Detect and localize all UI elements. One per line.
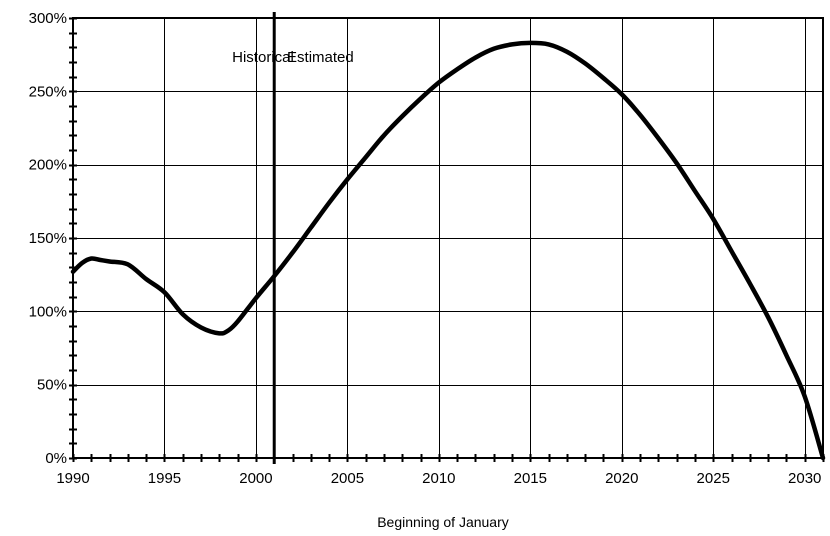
x-tick-label: 2025 (697, 470, 730, 487)
y-tick-label: 300% (29, 10, 67, 27)
x-tick-label: 1995 (148, 470, 181, 487)
y-tick-label: 0% (45, 450, 67, 467)
y-tick-label: 150% (29, 230, 67, 247)
series-line (70, 40, 826, 461)
axes (72, 17, 824, 459)
gridlines (73, 18, 823, 459)
x-tick-label: 1990 (56, 470, 89, 487)
y-tick-label: 100% (29, 303, 67, 320)
annotation-historical: Historical (232, 49, 294, 66)
annotation-estimated: Estimated (287, 49, 354, 66)
x-tick-labels: 1990 1995 2000 2005 2010 2015 2020 2025 2030 (56, 470, 821, 487)
plot-frame (72, 17, 824, 459)
x-tick-label: 2030 (788, 470, 821, 487)
minor-ticks (69, 17, 825, 462)
series-layer (70, 40, 826, 461)
x-tick-label: 2020 (605, 470, 638, 487)
y-tick-label: 200% (29, 157, 67, 174)
y-tick-labels: 0% 50% 100% 150% 200% 250% 300% (29, 10, 67, 467)
x-tick-label: 2000 (239, 470, 272, 487)
x-tick-label: 2005 (331, 470, 364, 487)
x-tick-label: 2010 (422, 470, 455, 487)
y-tick-label: 250% (29, 83, 67, 100)
y-tick-label: 50% (37, 377, 67, 394)
x-axis-title: Beginning of January (377, 514, 509, 530)
x-tick-label: 2015 (514, 470, 547, 487)
